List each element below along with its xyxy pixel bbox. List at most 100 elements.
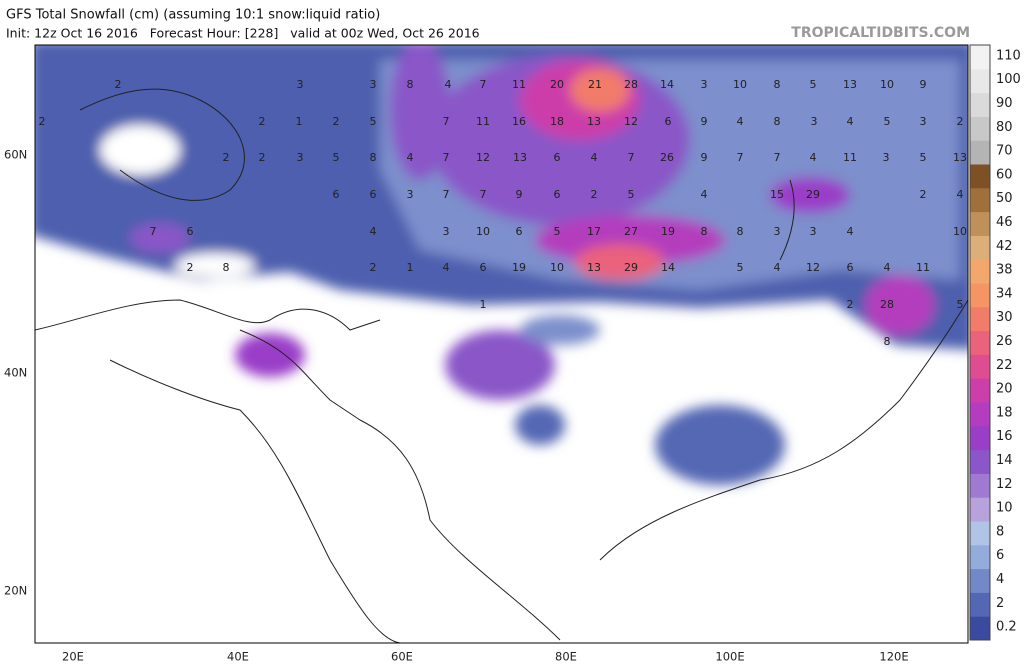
map-frame xyxy=(34,44,969,644)
snowfall-label: 6 xyxy=(847,261,854,274)
colorbar-label: 2 xyxy=(996,596,1004,611)
colorbar-label: 50 xyxy=(996,191,1013,206)
snowfall-label: 5 xyxy=(628,188,635,201)
colorbar-label: 6 xyxy=(996,548,1004,563)
snowfall-label: 9 xyxy=(516,188,523,201)
lon-label: 80E xyxy=(555,650,577,664)
snowfall-label: 10 xyxy=(880,78,894,91)
snowfall-label: 11 xyxy=(512,78,526,91)
snowfall-label: 8 xyxy=(701,225,708,238)
colorbar-swatch xyxy=(970,568,990,593)
snowfall-label: 4 xyxy=(737,115,744,128)
colorbar-swatch xyxy=(970,92,990,117)
snowfall-label: 19 xyxy=(661,225,675,238)
snowfall-label: 3 xyxy=(701,78,708,91)
colorbar-label: 60 xyxy=(996,167,1013,182)
colorbar-label: 10 xyxy=(996,501,1013,516)
snowfall-label: 3 xyxy=(920,115,927,128)
snowfall-label: 8 xyxy=(774,78,781,91)
snowfall-label: 2 xyxy=(920,188,927,201)
colorbar-label: 8 xyxy=(996,524,1004,539)
snowfall-label: 4 xyxy=(407,151,414,164)
snowfall-label: 29 xyxy=(806,188,820,201)
colorbar-swatch xyxy=(970,354,990,379)
snowfall-label: 3 xyxy=(883,151,890,164)
colorbar-swatch xyxy=(970,187,990,213)
colorbar-label: 38 xyxy=(996,263,1013,278)
colorbar-swatch xyxy=(970,497,990,522)
snowfall-label: 7 xyxy=(774,151,781,164)
snowfall-label: 9 xyxy=(701,115,708,128)
colorbar-swatch xyxy=(970,473,990,498)
colorbar-swatch xyxy=(970,402,990,427)
snowfall-label: 7 xyxy=(443,151,450,164)
snowfall-label: 8 xyxy=(407,78,414,91)
colorbar-label: 34 xyxy=(996,286,1013,301)
snowfall-label: 6 xyxy=(554,188,561,201)
colorbar-swatch xyxy=(970,544,990,570)
lon-label: 40E xyxy=(227,650,249,664)
colorbar-label: 14 xyxy=(996,453,1013,468)
snowfall-label: 13 xyxy=(587,115,601,128)
snowfall-label: 11 xyxy=(843,151,857,164)
colorbar-label: 90 xyxy=(996,96,1013,111)
snowfall-label: 11 xyxy=(916,261,930,274)
snowfall-label: 5 xyxy=(810,78,817,91)
snowfall-label: 28 xyxy=(624,78,638,91)
snowfall-label: 14 xyxy=(660,78,674,91)
title: GFS Total Snowfall (cm) (assuming 10:1 s… xyxy=(6,8,380,23)
snowfall-label: 17 xyxy=(587,225,601,238)
snowfall-label: 20 xyxy=(550,78,564,91)
snowfall-label: 10 xyxy=(476,225,490,238)
snowfall-label: 10 xyxy=(550,261,564,274)
snowfall-label: 9 xyxy=(701,151,708,164)
snowfall-label: 6 xyxy=(516,225,523,238)
snowfall-label: 7 xyxy=(737,151,744,164)
snowfall-label: 14 xyxy=(661,261,675,274)
snowfall-label: 2 xyxy=(957,115,964,128)
snowfall-label: 13 xyxy=(513,151,527,164)
snowfall-label: 3 xyxy=(297,151,304,164)
colorbar-label: 30 xyxy=(996,310,1013,325)
brand: TROPICALTIDBITS.COM xyxy=(791,25,970,41)
colorbar-label: 20 xyxy=(996,382,1013,397)
colorbar-swatch xyxy=(970,283,990,308)
snowfall-label: 3 xyxy=(774,225,781,238)
snowfall-label: 7 xyxy=(443,188,450,201)
snowfall-label: 1 xyxy=(480,298,487,311)
colorbar-swatch xyxy=(970,330,990,355)
snowfall-label: 2 xyxy=(187,261,194,274)
snowfall-label: 26 xyxy=(660,151,674,164)
snowfall-label: 7 xyxy=(628,151,635,164)
snowfall-label: 15 xyxy=(770,188,784,201)
colorbar-swatch xyxy=(970,235,990,260)
snowfall-label: 21 xyxy=(588,78,602,91)
snowfall-label: 5 xyxy=(957,298,964,311)
snowfall-label: 4 xyxy=(370,225,377,238)
colorbar-swatch xyxy=(970,45,990,70)
lon-label: 20E xyxy=(62,650,84,664)
snowfall-label: 2 xyxy=(115,78,122,91)
snowfall-label: 4 xyxy=(810,151,817,164)
snowfall-label: 12 xyxy=(624,115,638,128)
snowfall-label: 8 xyxy=(223,261,230,274)
snowfall-label: 29 xyxy=(624,261,638,274)
colorbar-label: 4 xyxy=(996,572,1004,587)
snowfall-label: 3 xyxy=(811,115,818,128)
snowfall-label: 3 xyxy=(370,78,377,91)
snowfall-label: 6 xyxy=(187,225,194,238)
snowfall-label: 2 xyxy=(370,261,377,274)
snowfall-label: 10 xyxy=(953,225,967,238)
lat-label: 20N xyxy=(4,584,27,598)
snowfall-label: 5 xyxy=(737,261,744,274)
colorbar-label: 46 xyxy=(996,215,1013,230)
colorbar-swatch xyxy=(970,616,990,641)
colorbar-label: 100 xyxy=(996,72,1021,87)
colorbar-swatch xyxy=(970,521,990,546)
colorbar-label: 16 xyxy=(996,429,1013,444)
lon-label: 100E xyxy=(715,650,744,664)
lat-label: 60N xyxy=(4,148,27,162)
snowfall-label: 6 xyxy=(665,115,672,128)
snowfall-label: 4 xyxy=(774,261,781,274)
